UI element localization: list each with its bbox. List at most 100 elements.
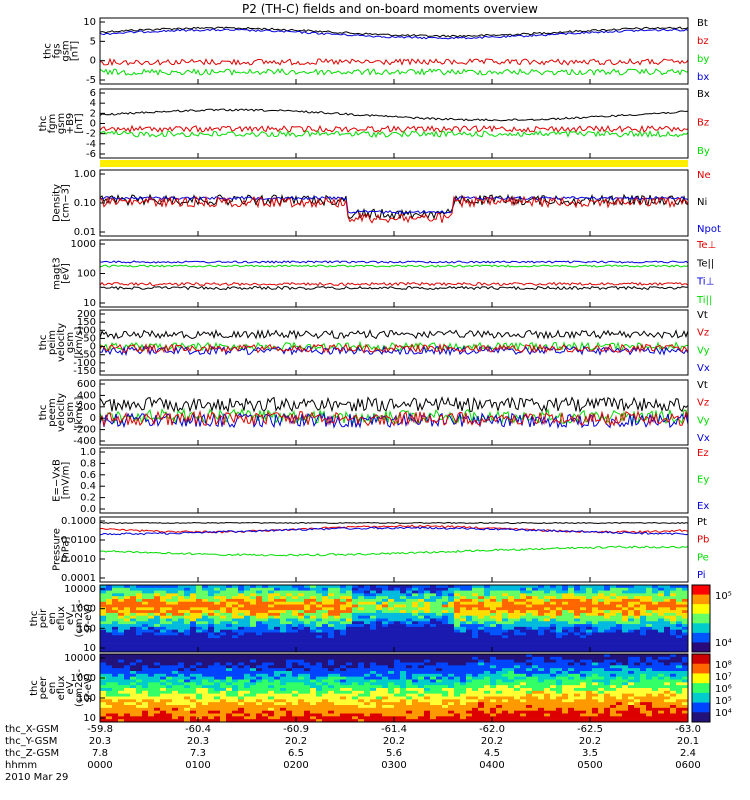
spectrogram-cell xyxy=(622,702,629,706)
spectrogram-cell xyxy=(550,679,557,683)
spectrogram-cell xyxy=(430,671,437,675)
spectrogram-cell xyxy=(580,615,587,619)
spectrogram-cell xyxy=(268,699,275,703)
spectrogram-cell xyxy=(526,665,533,669)
spectrogram-cell xyxy=(202,598,209,603)
spectrogram-cell xyxy=(178,679,185,683)
spectrogram-cell xyxy=(148,673,155,677)
spectrogram-cell xyxy=(154,587,161,591)
spectrogram-cell xyxy=(322,671,329,675)
spectrogram-cell xyxy=(142,676,149,680)
spectrogram-cell xyxy=(172,696,179,700)
spectrogram-cell xyxy=(388,668,395,672)
spectrogram-cell xyxy=(406,679,413,683)
spectrogram-cell xyxy=(256,668,263,672)
spectrogram-cell xyxy=(460,662,467,666)
spectrogram-cell xyxy=(292,659,299,663)
spectrogram-cell xyxy=(418,671,425,675)
spectrogram-cell xyxy=(352,596,359,600)
spectrogram-cell xyxy=(484,638,491,642)
spectrogram-cell xyxy=(124,673,131,677)
spectrogram-cell xyxy=(106,618,113,622)
spectrogram-cell xyxy=(454,665,461,669)
spectrogram-cell xyxy=(310,626,317,630)
y-axis-label: eflux xyxy=(56,606,67,631)
spectrogram-cell xyxy=(226,668,233,672)
spectrogram-cell xyxy=(616,610,623,614)
spectrogram-cell xyxy=(568,690,575,694)
spectrogram-cell xyxy=(466,632,473,636)
spectrogram-cell xyxy=(358,649,365,653)
spectrogram-cell xyxy=(544,702,551,706)
spectrogram-cell xyxy=(538,673,545,677)
spectrogram-cell xyxy=(280,705,287,709)
spectrogram-cell xyxy=(526,635,533,639)
spectrogram-cell xyxy=(682,705,689,709)
spectrogram-cell xyxy=(610,673,617,677)
spectrogram-cell xyxy=(148,610,155,614)
spectrogram-cell xyxy=(256,607,263,611)
spectrogram-cell xyxy=(664,710,671,714)
spectrogram-cell xyxy=(478,598,485,603)
spectrogram-cell xyxy=(364,716,371,720)
spectrogram-cell xyxy=(328,659,335,663)
spectrogram-cell xyxy=(208,596,215,600)
spectrogram-cell xyxy=(472,624,479,628)
spectrogram-cell xyxy=(130,590,137,594)
spectrogram-cell xyxy=(388,673,395,677)
spectrogram-cell xyxy=(214,629,221,633)
spectrogram-cell xyxy=(664,719,671,723)
spectrogram-cell xyxy=(550,626,557,630)
spectrogram-cell xyxy=(142,601,149,605)
spectrogram-cell xyxy=(274,643,281,647)
spectrogram-cell xyxy=(370,696,377,700)
spectrogram-cell xyxy=(424,615,431,619)
spectrogram-cell xyxy=(268,615,275,619)
spectrogram-cell xyxy=(430,610,437,614)
spectrogram-cell xyxy=(376,590,383,594)
spectrogram-cell xyxy=(262,682,269,686)
spectrogram-cell xyxy=(334,618,341,622)
spectrogram-cell xyxy=(628,604,635,608)
spectrogram-cell xyxy=(424,626,431,630)
spectrogram-cell xyxy=(580,618,587,622)
spectrogram-cell xyxy=(652,632,659,636)
spectrogram-cell xyxy=(370,607,377,611)
spectrogram-cell xyxy=(172,662,179,666)
spectrogram-cell xyxy=(256,699,263,703)
spectrogram-cell xyxy=(268,624,275,628)
spectrogram-cell xyxy=(298,646,305,650)
spectrogram-cell xyxy=(622,679,629,683)
spectrogram-cell xyxy=(214,685,221,689)
spectrogram-cell xyxy=(376,716,383,720)
spectrogram-cell xyxy=(286,615,293,619)
spectrogram-cell xyxy=(658,626,665,630)
spectrogram-cell xyxy=(388,699,395,703)
spectrogram-cell xyxy=(622,682,629,686)
spectrogram-cell xyxy=(286,654,293,658)
spectrogram-cell xyxy=(112,610,119,614)
spectrogram-cell xyxy=(154,688,161,692)
spectrogram-cell xyxy=(376,673,383,677)
spectrogram-cell xyxy=(418,601,425,605)
spectrogram-cell xyxy=(646,587,653,591)
spectrogram-cell xyxy=(682,585,689,589)
spectrogram-cell xyxy=(220,585,227,589)
spectrogram-cell xyxy=(562,629,569,633)
spectrogram-cell xyxy=(676,604,683,608)
legend-evel-3: Vx xyxy=(697,433,710,444)
spectrogram-cell xyxy=(400,587,407,591)
spectrogram-cell xyxy=(352,629,359,633)
spectrogram-cell xyxy=(322,638,329,642)
spectrogram-cell xyxy=(148,629,155,633)
spectrogram-cell xyxy=(436,646,443,650)
spectrogram-cell xyxy=(556,682,563,686)
spectrogram-cell xyxy=(592,685,599,689)
spectrogram-cell xyxy=(412,679,419,683)
spectrogram-cell xyxy=(532,598,539,603)
spectrogram-cell xyxy=(262,676,269,680)
spectrogram-cell xyxy=(184,604,191,608)
spectrogram-cell xyxy=(634,596,641,600)
spectrogram-cell xyxy=(538,665,545,669)
